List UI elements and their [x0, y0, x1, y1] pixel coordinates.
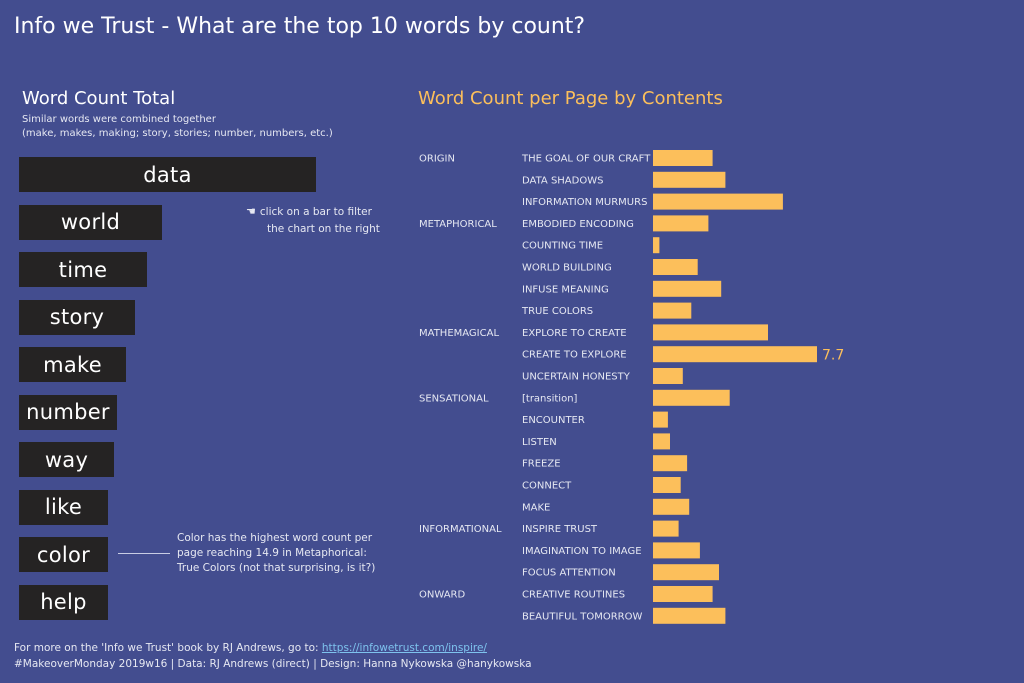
pointing-hand-icon: ☚ — [246, 205, 256, 218]
word-bar-data[interactable]: data — [19, 157, 316, 192]
word-chart-subtitle-line1: Similar words were combined together — [22, 114, 216, 125]
page-bar[interactable] — [653, 324, 768, 341]
page-bar[interactable] — [653, 564, 719, 581]
section-label: ORIGIN — [419, 154, 455, 165]
chapter-label: FREEZE — [522, 459, 561, 470]
page-bar[interactable] — [653, 280, 722, 297]
filter-hint-line2: the chart on the right — [267, 223, 380, 235]
section-label: SENSATIONAL — [419, 393, 489, 404]
page-bar[interactable] — [653, 433, 670, 450]
footer-source-text: For more on the 'Info we Trust' book by … — [14, 642, 322, 654]
chapter-label: THE GOAL OF OUR CRAFT — [521, 154, 651, 165]
page-bar[interactable] — [653, 586, 713, 602]
section-label: METAPHORICAL — [419, 219, 497, 230]
word-bar-label: help — [40, 590, 87, 614]
word-bar-label: way — [44, 447, 89, 472]
chapter-label: INFUSE MEANING — [522, 284, 609, 295]
chapter-label: EMBODIED ENCODING — [522, 219, 634, 230]
chapter-label: IMAGINATION TO IMAGE — [522, 546, 642, 557]
page-bar[interactable] — [653, 237, 660, 254]
word-bar-label: time — [58, 257, 108, 282]
chapter-label: CONNECT — [522, 481, 572, 492]
word-bar-help[interactable]: help — [19, 584, 108, 620]
chapter-label: INFORMATION MURMURS — [522, 197, 647, 208]
filter-hint-line1: click on a bar to filter — [259, 206, 372, 218]
source-link[interactable]: https://infowetrust.com/inspire/ — [321, 642, 487, 654]
page-bar[interactable] — [653, 498, 690, 515]
word-bar-label: like — [44, 495, 83, 519]
chapter-label: DATA SHADOWS — [522, 175, 603, 186]
word-bar-label: make — [43, 352, 102, 377]
chapter-label: CREATE TO EXPLORE — [522, 350, 627, 361]
word-bar-like[interactable]: like — [19, 489, 108, 525]
word-chart-title: Word Count Total — [22, 88, 176, 109]
chapter-label: MAKE — [522, 502, 550, 513]
section-label: MATHEMAGICAL — [419, 328, 499, 339]
annotation-connector — [118, 553, 170, 554]
word-bar-label: number — [26, 400, 110, 424]
chapter-label: BEAUTIFUL TOMORROW — [522, 611, 642, 622]
page-bar[interactable] — [653, 607, 726, 624]
word-chart-subtitle: Similar words were combined together (ma… — [22, 113, 333, 141]
page-bar[interactable] — [653, 542, 700, 559]
word-bar-make[interactable]: make — [19, 347, 126, 382]
page-chart-title: Word Count per Page by Contents — [418, 88, 723, 109]
page-title: Info we Trust - What are the top 10 word… — [14, 14, 586, 39]
chapter-label: FOCUS ATTENTION — [522, 568, 616, 579]
page-bar[interactable] — [653, 171, 726, 188]
filter-hint: ☚ click on a bar to filter the chart on t… — [246, 203, 396, 238]
word-bar-label: world — [60, 210, 121, 234]
chapter-label: TRUE COLORS — [521, 306, 593, 317]
page-bar[interactable] — [653, 455, 688, 472]
section-label: INFORMATIONAL — [419, 524, 502, 535]
word-bar-label: data — [143, 162, 192, 187]
bar-value-label: 7.7 — [822, 348, 844, 364]
word-bar-world[interactable]: world — [19, 204, 162, 240]
footer-source-line: For more on the 'Info we Trust' book by … — [14, 642, 487, 654]
page-bar[interactable] — [653, 389, 730, 406]
page-bar[interactable] — [653, 346, 817, 363]
chapter-label: EXPLORE TO CREATE — [522, 328, 627, 339]
page-bar[interactable] — [653, 215, 709, 232]
word-bar-way[interactable]: way — [19, 442, 114, 477]
chapter-label: [transition] — [522, 393, 578, 404]
page-bar[interactable] — [653, 477, 681, 493]
word-bar-label: story — [49, 305, 105, 329]
page-bar[interactable] — [653, 368, 683, 384]
chapter-label: INSPIRE TRUST — [522, 524, 598, 535]
word-bar-time[interactable]: time — [19, 252, 147, 287]
chapter-label: UNCERTAIN HONESTY — [522, 372, 631, 383]
page-bar[interactable] — [653, 520, 679, 537]
word-bar-number[interactable]: number — [19, 394, 117, 430]
page-bar[interactable] — [653, 259, 698, 275]
chapter-label: LISTEN — [522, 437, 557, 448]
word-bar-label: color — [36, 542, 91, 567]
chapter-label: CREATIVE ROUTINES — [522, 590, 625, 601]
chapter-label: WORLD BUILDING — [522, 263, 612, 274]
page-bar[interactable] — [653, 411, 668, 428]
footer-credits: #MakeoverMonday 2019w16 | Data: RJ Andre… — [14, 658, 532, 670]
page-bar[interactable] — [653, 150, 713, 166]
page-bar[interactable] — [653, 193, 783, 210]
word-bar-color[interactable]: color — [19, 537, 108, 572]
section-label: ONWARD — [419, 590, 465, 601]
color-annotation: Color has the highest word count per pag… — [177, 532, 376, 574]
chapter-label: ENCOUNTER — [522, 415, 585, 426]
word-chart-subtitle-line2: (make, makes, making; story, stories; nu… — [22, 128, 333, 139]
page-bar[interactable] — [653, 302, 692, 319]
chapter-label: COUNTING TIME — [522, 241, 603, 252]
word-bar-story[interactable]: story — [19, 299, 135, 335]
